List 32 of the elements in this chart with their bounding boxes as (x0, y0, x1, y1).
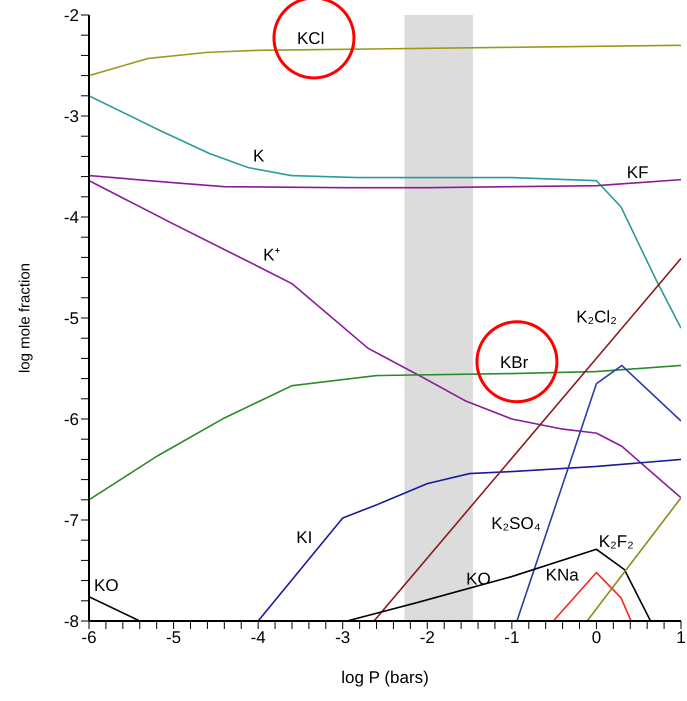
y-tick-label: -3 (64, 107, 79, 126)
line-series (89, 44, 681, 76)
annotation: KNa (546, 566, 580, 585)
y-tick-label: -6 (64, 410, 79, 430)
x-tick-label: 0 (592, 628, 602, 648)
x-tick-label: -1 (504, 628, 520, 648)
x-tick-label: 1 (676, 628, 686, 648)
y-tick-label: -2 (64, 6, 79, 26)
annotation: K₂Cl₂ (576, 307, 617, 326)
y-tick-label: -4 (64, 208, 79, 228)
y-tick-label: -7 (64, 511, 79, 530)
line-series (89, 180, 681, 499)
annotation: K⁺ (263, 245, 280, 264)
annotation: K₂F₂ (598, 532, 634, 552)
annotation: KBr (500, 352, 529, 372)
x-axis-title: log P (bars) (341, 668, 429, 687)
y-tick-label: -5 (64, 309, 79, 328)
y-tick-label: -8 (64, 612, 79, 632)
annotation: KO (94, 576, 119, 595)
annotation: K₂SO₄ (491, 514, 541, 534)
x-tick-label: -2 (420, 628, 435, 648)
annotation: KCl (296, 28, 324, 48)
annotation: KF (626, 162, 649, 182)
line-series (89, 95, 681, 329)
x-tick-label: -6 (81, 628, 97, 648)
y-axis-title: log mole fraction (16, 262, 34, 374)
x-tick-label: -5 (166, 628, 182, 648)
x-tick-label: -4 (250, 628, 266, 648)
x-tick-label: -3 (335, 628, 350, 648)
annotation: K (252, 146, 265, 166)
annotation: KI (296, 528, 312, 547)
line-series (257, 458, 681, 621)
